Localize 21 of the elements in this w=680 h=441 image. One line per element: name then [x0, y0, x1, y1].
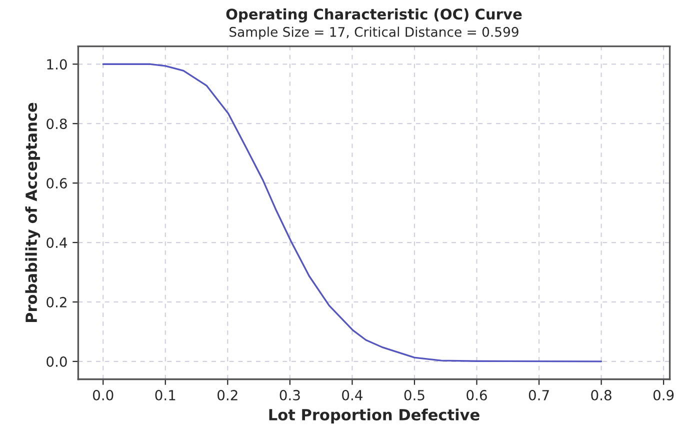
y-tick-label: 0.4	[46, 237, 68, 248]
x-tick-label: 0.4	[342, 390, 362, 400]
x-tick-label: 0.6	[466, 390, 487, 400]
y-tick-label: 0.8	[46, 118, 67, 130]
y-tick-label: 0.2	[46, 296, 66, 308]
chart-subtitle: Sample Size = 17, Critical Distance = 0.599	[230, 26, 518, 40]
x-axis-title: Lot Proportion Defective	[269, 408, 480, 424]
chart-title: Operating Characteristic (OC) Curve	[226, 8, 522, 23]
line-series	[102, 63, 602, 362]
y-tick-label: 0.0	[46, 356, 67, 367]
y-axis-title: Probability of Acceptance	[25, 102, 40, 322]
x-tick-label: 0.2	[218, 390, 238, 400]
x-tick-label: 0.5	[404, 390, 424, 400]
y-tick-label: 0.6	[46, 178, 67, 189]
x-tick-label: 0.8	[591, 390, 612, 400]
x-tick-label: 0.1	[155, 390, 176, 400]
x-tick-label: 0.9	[653, 390, 674, 400]
x-tick-label: 0.7	[528, 390, 549, 400]
x-tick-label: 0.0	[92, 390, 114, 400]
x-tick-label: 0.3	[280, 390, 300, 400]
y-tick-label: 1.0	[47, 59, 67, 70]
